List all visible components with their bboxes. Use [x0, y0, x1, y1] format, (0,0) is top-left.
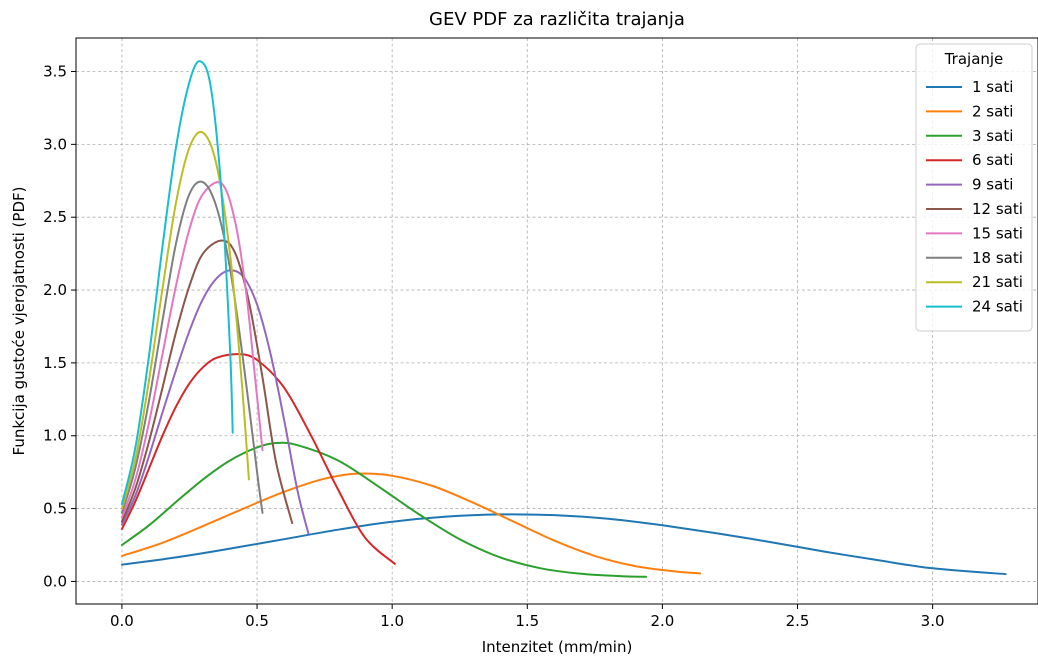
y-tick-label: 1.0: [43, 427, 67, 445]
series-line-8: [120, 180, 264, 514]
series-line-7: [120, 181, 264, 519]
legend-entry-label: 6 sati: [972, 151, 1013, 169]
y-tick-label: 3.5: [43, 63, 67, 81]
x-tick-label: 0.5: [245, 612, 269, 630]
legend-entry-label: 1 sati: [972, 78, 1013, 96]
plot-frame: [75, 37, 1038, 605]
series-line-9: [120, 131, 250, 510]
y-tick-label: 1.5: [43, 354, 67, 372]
legend-title: Trajanje: [944, 50, 1004, 68]
y-tick-label: 0.0: [43, 572, 67, 590]
legend-entry-label: 3 sati: [972, 127, 1013, 145]
y-tick-label: 3.0: [43, 135, 67, 153]
legend-entry-label: 21 sati: [972, 273, 1023, 291]
series-line-4: [120, 353, 396, 565]
x-axis-ticks: 0.0 0.5 1.0 1.5 2.0 2.5 3.0: [110, 604, 945, 630]
y-axis-ticks: 0.0 0.5 1.0 1.5 2.0 2.5 3.0 3.5: [43, 63, 76, 590]
series-line-5: [120, 269, 310, 535]
y-tick-label: 2.5: [43, 208, 67, 226]
series-line-10: [120, 60, 234, 506]
series-line-6: [120, 239, 294, 525]
y-axis-label: Funkcija gustoće vjerojatnosti (PDF): [10, 187, 28, 456]
x-tick-label: 1.0: [380, 612, 404, 630]
legend-entry-label: 18 sati: [972, 249, 1023, 267]
x-tick-label: 0.0: [110, 612, 134, 630]
legend: Trajanje 1 sati 2 sati 3 sati 6 sati 9 sati 1…: [915, 43, 1033, 332]
legend-entry-label: 15 sati: [972, 224, 1023, 242]
legend-box: [915, 43, 1033, 332]
x-tick-label: 3.0: [921, 612, 945, 630]
series-line-2: [120, 472, 702, 575]
series-lines: [120, 60, 1007, 578]
y-tick-label: 2.0: [43, 281, 67, 299]
legend-entry-label: 2 sati: [972, 102, 1013, 120]
series-line-3: [120, 441, 648, 578]
x-tick-label: 2.5: [786, 612, 810, 630]
chart-title: GEV PDF za različita trajanja: [429, 9, 685, 30]
x-axis-label: Intenzitet (mm/min): [482, 638, 633, 656]
legend-entry-label: 12 sati: [972, 200, 1023, 218]
y-tick-label: 0.5: [43, 500, 67, 518]
legend-entry-label: 9 sati: [972, 176, 1013, 194]
series-line-1: [120, 513, 1007, 576]
legend-entry-label: 24 sati: [972, 298, 1023, 316]
x-tick-label: 1.5: [515, 612, 539, 630]
x-tick-label: 2.0: [650, 612, 674, 630]
